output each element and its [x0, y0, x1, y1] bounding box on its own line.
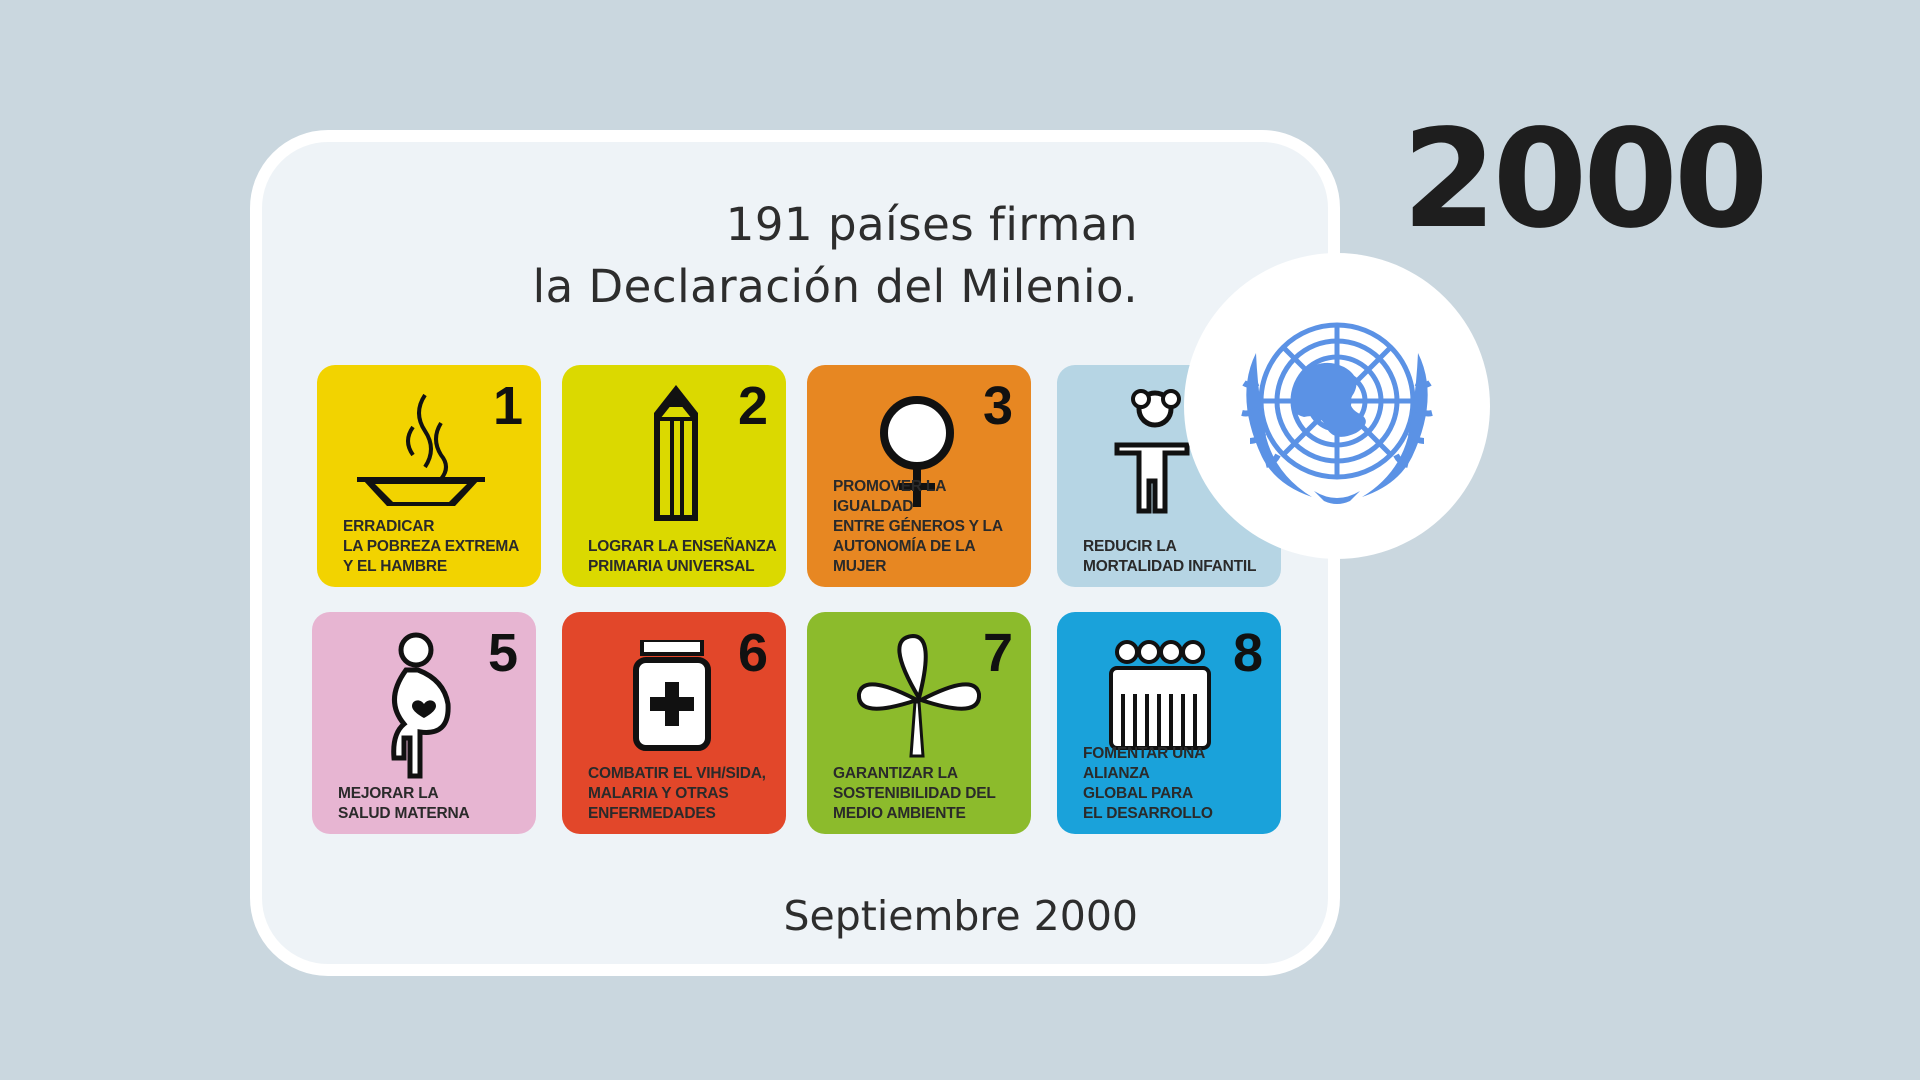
year-heading: 2000 [1402, 101, 1769, 259]
goal-number: 8 [1232, 623, 1263, 683]
goal-label: MEJORAR LA SALUD MATERNA [338, 785, 470, 822]
plant-icon [857, 633, 981, 758]
goal-number: 5 [487, 623, 518, 683]
pregnant-woman-icon [391, 632, 451, 779]
goal-tile-1: 1 ERRADICAR LA POBREZA EXTREMA Y EL HAMB… [317, 365, 541, 587]
bowl-icon [357, 393, 485, 506]
goal-label: ERRADICAR LA POBREZA EXTREMA Y EL HAMBRE [343, 518, 520, 575]
headline: 191 países firman la Declaración del Mil… [533, 194, 1138, 318]
child-icon [1114, 389, 1190, 514]
goal-label: REDUCIR LA MORTALIDAD INFANTIL [1083, 538, 1257, 575]
goal-number: 2 [737, 376, 768, 436]
goal-label: COMBATIR EL VIH/SIDA, MALARIA Y OTRAS EN… [588, 765, 766, 822]
people-group-icon [1109, 640, 1211, 750]
goal-tile-5: 5 MEJORAR LA SALUD MATERNA [312, 612, 536, 834]
declaration-card: 191 países firman la Declaración del Mil… [250, 130, 1340, 976]
goal-tile-2: 2 LOGRAR LA ENSEÑANZA PRIMARIA UNIVERSAL [562, 365, 786, 587]
goal-tile-6: 6 COMBATIR EL VIH/SIDA, MALARIA Y OTRAS … [562, 612, 786, 834]
goal-label: GARANTIZAR LA SOSTENIBILIDAD DEL MEDIO A… [833, 765, 996, 822]
pencil-icon [654, 385, 698, 521]
female-symbol-icon [880, 396, 954, 507]
un-emblem-badge [1184, 253, 1490, 559]
goal-number: 3 [982, 376, 1013, 436]
goal-label: PROMOVER LA IGUALDAD ENTRE GÉNEROS Y LA … [833, 478, 1003, 575]
goal-tile-7: 7 GARANTIZAR LA SOSTENIBILIDAD DEL MEDIO… [807, 612, 1031, 834]
goal-label: LOGRAR LA ENSEÑANZA PRIMARIA UNIVERSAL [588, 538, 777, 575]
goal-label: FOMENTAR UNA ALIANZA GLOBAL PARA EL DESA… [1083, 745, 1213, 822]
headline-line-2: la Declaración del Milenio. [532, 260, 1138, 313]
un-emblem-icon [1241, 322, 1433, 504]
headline-line-1: 191 países firman [725, 198, 1138, 251]
goal-number: 7 [982, 623, 1013, 683]
goal-number: 6 [737, 623, 768, 683]
goal-number: 1 [492, 376, 523, 436]
medicine-bottle-icon [633, 640, 711, 751]
goal-tile-8: 8 FOMENTAR UNA ALIANZA GLOBAL PARA EL DE… [1057, 612, 1281, 834]
goal-tile-3: 3 PROMOVER LA IGUALDAD ENTRE GÉNEROS Y L… [807, 365, 1031, 587]
date-caption: Septiembre 2000 [783, 892, 1139, 940]
